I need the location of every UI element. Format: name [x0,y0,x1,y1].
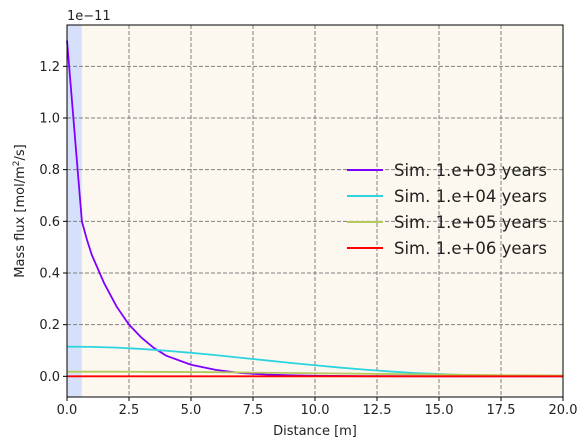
x-tick-label: 12.5 [363,403,392,418]
legend-label-1: Sim. 1.e+03 years [394,161,547,180]
series-line-3 [67,370,564,377]
y-tick-label: 0.4 [39,267,60,282]
x-axis-label: Distance [m] [273,424,357,439]
background-region-1 [81,25,563,397]
y-axis-ticks: 0.0 0.2 0.4 0.6 0.8 1.0 1.2 [39,60,67,385]
x-axis-ticks: 0.0 2.5 5.0 7.5 10.0 12.5 15.0 17.5 20.0 [57,397,578,418]
x-tick-label: 2.5 [119,403,140,418]
x-tick-label: 5.0 [181,403,202,418]
y-tick-label: 1.0 [39,112,60,127]
x-tick-label: 15.0 [425,403,454,418]
legend-label-3: Sim. 1.e+05 years [394,213,547,232]
x-tick-label: 20.0 [549,403,578,418]
y-offset-label: 1e−11 [67,9,111,24]
background-region-0 [67,25,82,397]
legend-label-4: Sim. 1.e+06 years [394,239,547,258]
y-tick-label: 0.8 [39,163,60,178]
x-tick-label: 17.5 [487,403,516,418]
y-tick-label: 0.2 [39,318,60,333]
y-axis-label-tail: /s] [13,144,28,160]
x-tick-label: 0.0 [57,403,78,418]
x-tick-label: 7.5 [243,403,264,418]
y-axis-label-main: Mass flux [mol/m [13,166,28,277]
legend: Sim. 1.e+03 years Sim. 1.e+04 years Sim. 1… [347,161,547,258]
x-tick-label: 10.0 [301,403,330,418]
y-tick-label: 1.2 [39,60,60,75]
series-lines [66,40,564,378]
y-tick-label: 0.0 [39,370,60,385]
legend-label-2: Sim. 1.e+04 years [394,187,547,206]
y-axis-label: Mass flux [mol/m2/s] [12,144,28,277]
background-regions [67,25,563,397]
y-tick-label: 0.6 [39,215,60,230]
y-axis-label-superscript: 2 [12,161,22,167]
